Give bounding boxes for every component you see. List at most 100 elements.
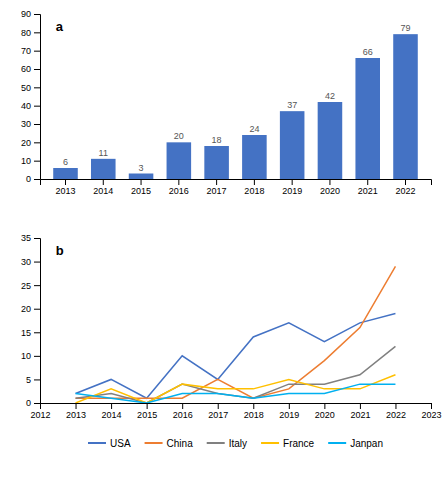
legend-item: USA <box>88 438 131 449</box>
bar <box>204 146 229 179</box>
tick: 2020 <box>320 179 340 196</box>
tick-mark <box>34 262 40 263</box>
tick-mark <box>141 179 142 185</box>
tick-label: 2022 <box>395 186 415 196</box>
tick-label: 2022 <box>386 410 406 420</box>
tick-mark <box>289 403 290 409</box>
x-axis: 2012201320142015201620172018201920202021… <box>30 403 441 420</box>
tick: 2019 <box>279 403 299 420</box>
tick: 2021 <box>358 179 378 196</box>
tick: 2017 <box>207 179 227 196</box>
tick: 2016 <box>169 179 189 196</box>
tick-mark <box>329 179 330 185</box>
tick-mark <box>103 179 104 185</box>
tick-mark <box>147 403 148 409</box>
legend-swatch <box>261 442 279 444</box>
tick-label: 2014 <box>102 410 122 420</box>
tick-label: 15 <box>21 328 31 338</box>
data-label: 18 <box>212 135 222 145</box>
tick-label: 2013 <box>66 410 86 420</box>
tick: 10 <box>21 351 40 361</box>
panel-label: b <box>56 243 64 258</box>
panel-label: a <box>56 19 64 34</box>
tick-mark <box>34 309 40 310</box>
tick-label: 20 <box>21 304 31 314</box>
tick-label: 30 <box>21 257 31 267</box>
bar <box>242 135 267 179</box>
tick-mark <box>34 69 40 70</box>
bar <box>280 111 305 179</box>
legend-item: China <box>145 438 194 449</box>
data-label: 11 <box>99 148 108 158</box>
bars <box>53 34 418 179</box>
tick: 2013 <box>55 179 75 196</box>
tick: 15 <box>21 328 40 338</box>
tick-label: 2021 <box>358 186 378 196</box>
bar <box>167 142 192 179</box>
tick: 80 <box>21 28 40 38</box>
y-axis: 05101520253035 <box>21 233 41 408</box>
tick: 2019 <box>282 179 302 196</box>
bar <box>355 58 380 179</box>
legend-label: France <box>283 438 315 449</box>
data-labels: 611320182437426679 <box>63 23 411 172</box>
tick-mark <box>253 403 254 409</box>
legend-swatch <box>145 442 163 444</box>
tick: 40 <box>21 101 40 111</box>
tick-label: 2020 <box>320 186 340 196</box>
tick: 2023 <box>421 403 441 420</box>
tick: 60 <box>21 64 40 74</box>
legend-item: France <box>261 438 315 449</box>
line <box>76 384 396 403</box>
tick-mark <box>360 403 361 409</box>
tick: 50 <box>21 83 40 93</box>
tick-mark <box>324 403 325 409</box>
data-label: 79 <box>400 23 410 33</box>
tick: 2022 <box>395 179 415 196</box>
tick-label: 10 <box>21 156 31 166</box>
tick-mark <box>34 124 40 125</box>
legend-label: USA <box>110 438 131 449</box>
tick-label: 40 <box>21 101 31 111</box>
tick-mark <box>216 179 217 185</box>
legend-swatch <box>207 442 225 444</box>
legend-label: Janpan <box>350 438 383 449</box>
tick-label: 0 <box>26 174 31 184</box>
tick-label: 80 <box>21 28 31 38</box>
tick: 2020 <box>315 403 335 420</box>
tick-mark <box>34 51 40 52</box>
tick: 25 <box>21 281 40 291</box>
data-label: 37 <box>287 100 297 110</box>
legend-item: Italy <box>207 438 247 449</box>
tick-label: 0 <box>26 398 31 408</box>
tick-label: 2017 <box>208 410 228 420</box>
tick-mark <box>182 403 183 409</box>
tick: 2018 <box>244 403 264 420</box>
tick-label: 2020 <box>315 410 335 420</box>
bar <box>91 159 116 179</box>
tick-label: 2012 <box>30 410 50 420</box>
bar <box>393 34 418 179</box>
tick: 90 <box>21 9 40 19</box>
bar <box>53 168 78 179</box>
tick-label: 2016 <box>173 410 193 420</box>
tick-label: 2018 <box>244 186 264 196</box>
tick: 5 <box>26 375 40 385</box>
tick-mark <box>34 179 40 180</box>
tick: 10 <box>21 156 40 166</box>
tick-mark <box>34 379 40 380</box>
tick-mark <box>76 403 77 409</box>
legend-item: Janpan <box>328 438 383 449</box>
tick-mark <box>40 403 41 409</box>
tick-mark <box>34 106 40 107</box>
tick: 2012 <box>30 403 50 420</box>
legend-label: China <box>167 438 194 449</box>
tick-label: 70 <box>21 46 31 56</box>
tick-mark <box>218 403 219 409</box>
data-label: 24 <box>249 124 259 134</box>
tick-mark <box>292 179 293 185</box>
tick: 20 <box>21 138 40 148</box>
y-axis: 0 10 20 30 40 50 60 70 80 90 <box>21 9 41 184</box>
tick-label: 30 <box>21 119 31 129</box>
legend: USA China Italy France Janpan <box>88 438 383 449</box>
